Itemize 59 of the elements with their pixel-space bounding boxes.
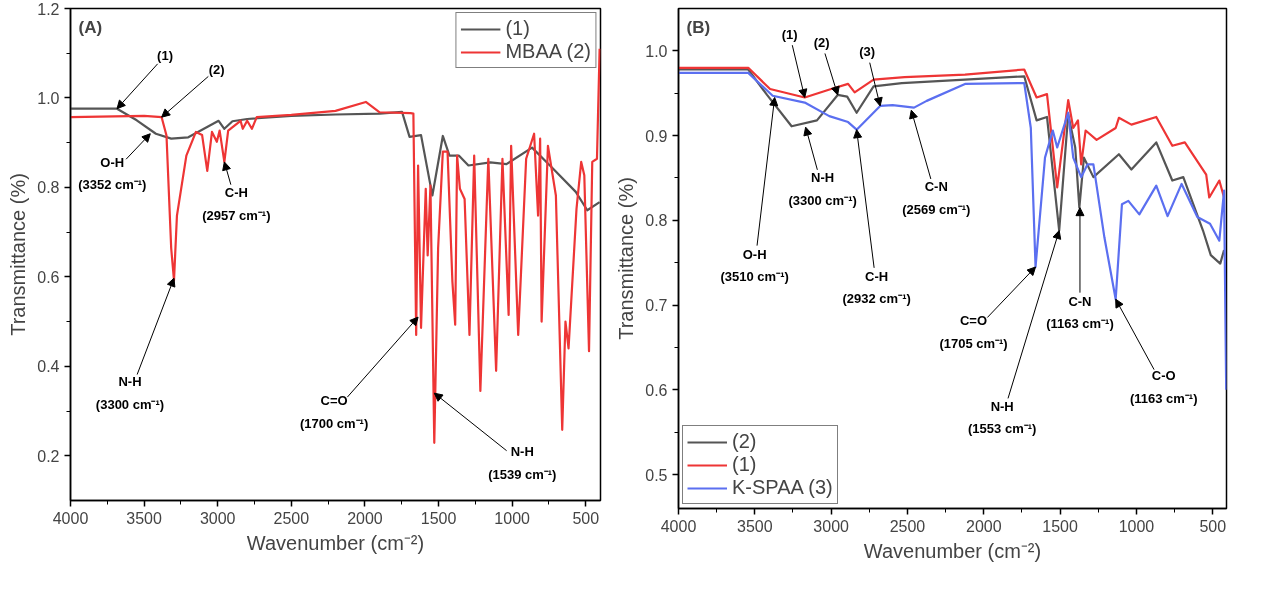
annotation: C-N (2569 cm⁻¹) [902, 179, 971, 217]
annotation: O-H (3352 cm⁻¹) [78, 154, 147, 193]
y-tick-label: 0.8 [645, 212, 668, 230]
legend-label: K-SPAA (3) [732, 476, 833, 499]
x-tick-label: 3000 [813, 517, 850, 535]
annotation: C=O (1705 cm⁻¹) [939, 313, 1008, 351]
y-tick-label: 0.2 [37, 447, 60, 465]
y-tick-label: 0.4 [37, 358, 60, 376]
x-tick-label: 3000 [199, 509, 236, 527]
x-tick-label: 2500 [273, 509, 310, 527]
y-axis-title: Transmittance (%) [615, 177, 638, 340]
y-tick-label: 0.7 [645, 297, 668, 315]
annotation: (B) [686, 17, 711, 37]
annotation: N-H (1553 cm⁻¹) [968, 398, 1037, 437]
annotation: (2) [813, 35, 830, 51]
x-tick-label: 1500 [420, 509, 457, 527]
x-tick-label: 1000 [1118, 517, 1155, 535]
x-tick-label: 3500 [737, 517, 773, 535]
x-tick-label: 500 [572, 509, 600, 527]
legend-label: (1) [732, 453, 757, 476]
x-axis-title: Wavenumber (cm⁻²) [863, 539, 1042, 562]
legend-label: MBAA (2) [505, 40, 591, 63]
x-tick-label: 2000 [347, 509, 383, 527]
annotation: C-O (1163 cm⁻¹) [1129, 368, 1198, 406]
line-series [678, 68, 1226, 265]
x-tick-label: 4000 [660, 517, 697, 535]
x-tick-label: 2500 [889, 517, 926, 535]
annotation: (A) [78, 17, 103, 37]
y-tick-label: 0.9 [645, 127, 668, 145]
annotation: C-H (2932 cm⁻¹) [842, 268, 911, 307]
x-tick-label: 2000 [966, 517, 1002, 535]
y-axis-title: Transmittance (%) [7, 173, 30, 336]
y-tick-label: 0.5 [645, 466, 668, 484]
annotation: N-H (3300 cm⁻¹) [788, 170, 857, 208]
annotation: O-H (3510 cm⁻¹) [720, 246, 789, 285]
x-tick-label: 4000 [52, 509, 89, 527]
x-axis-title: Wavenumber (cm⁻²) [246, 531, 425, 554]
annotation: C-N (1163 cm⁻¹) [1046, 293, 1114, 332]
annotation: (1) [781, 26, 798, 42]
line-series [678, 71, 1227, 391]
annotation: C-H (2957 cm⁻¹) [202, 185, 271, 223]
annotation: (2) [208, 61, 225, 77]
legend-label: (2) [732, 430, 757, 453]
annotation: C=O (1700 cm⁻¹) [299, 393, 369, 431]
legend-label: (1) [505, 17, 530, 40]
y-tick-label: 1.0 [645, 42, 668, 60]
x-tick-label: 1500 [1042, 517, 1079, 535]
annotation: (3) [859, 44, 876, 60]
y-tick-label: 1.2 [37, 0, 60, 18]
y-tick-label: 0.6 [645, 381, 668, 399]
x-tick-label: 1000 [494, 509, 531, 527]
x-tick-label: 500 [1199, 517, 1227, 535]
annotation: (1) [157, 48, 173, 64]
y-tick-label: 0.6 [37, 268, 60, 286]
annotation: N-H (1539 cm⁻¹) [488, 444, 557, 482]
x-tick-label: 3500 [126, 509, 163, 527]
y-tick-label: 0.8 [37, 179, 60, 197]
annotation: N-H (3300 cm⁻¹) [95, 374, 165, 412]
y-tick-label: 1.0 [37, 89, 60, 107]
